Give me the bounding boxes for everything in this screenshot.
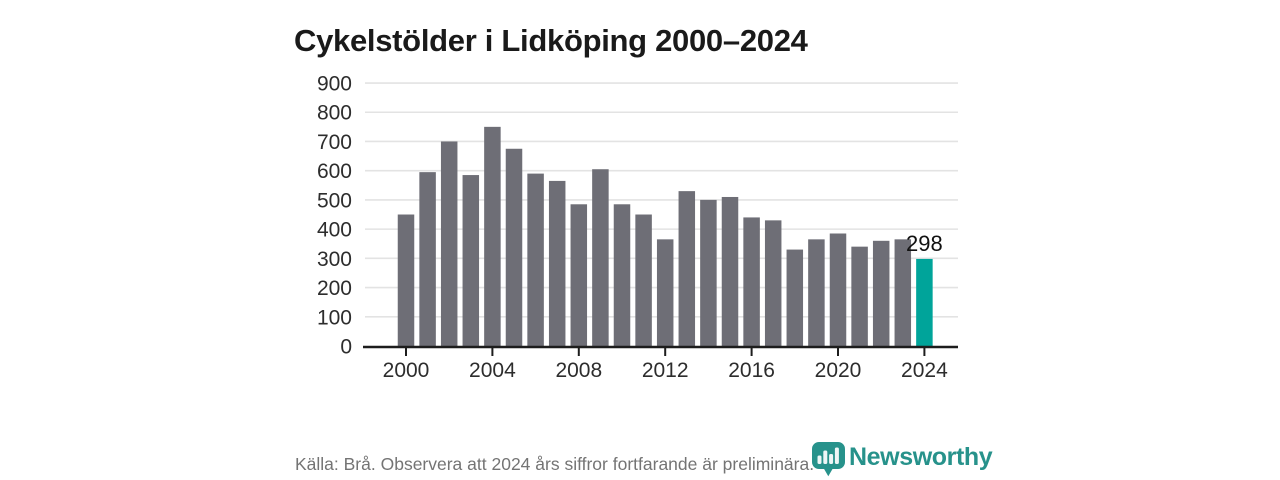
bar-2005 xyxy=(505,148,523,346)
bar-2020 xyxy=(829,233,847,346)
x-axis-label-2012: 2012 xyxy=(642,359,689,382)
y-axis-label-0: 0 xyxy=(340,336,352,359)
x-axis-label-2004: 2004 xyxy=(469,359,516,382)
bar-chart: 0 100 200 300 400 500 600 700 800 900 2000 2004 2008… xyxy=(290,70,980,395)
bar-2015 xyxy=(721,196,739,346)
bar-2021 xyxy=(851,246,868,346)
bar-2008 xyxy=(570,204,588,346)
pin-chart-bars xyxy=(817,447,839,464)
y-axis-label-500: 500 xyxy=(317,189,352,212)
bar-2017 xyxy=(764,220,782,346)
bar-2009 xyxy=(592,169,609,346)
bar-2022 xyxy=(872,240,890,346)
newsworthy-pin-bar-chart-icon xyxy=(812,442,845,477)
y-axis-label-100: 100 xyxy=(317,306,352,329)
bar-2003 xyxy=(462,175,480,346)
y-axis-label-800: 800 xyxy=(317,102,352,125)
bar-2000 xyxy=(397,214,415,346)
bar-2016 xyxy=(743,217,760,346)
x-axis-label-2024: 2024 xyxy=(901,359,948,382)
bar-2013 xyxy=(678,191,696,346)
newsworthy-wordmark: Newsworthy xyxy=(849,443,993,471)
y-axis-label-900: 900 xyxy=(317,73,352,96)
y-axis-label-700: 700 xyxy=(317,131,352,154)
bar-2010 xyxy=(613,204,631,346)
bar-2023 xyxy=(894,239,912,346)
bar-2019 xyxy=(808,239,825,346)
y-axis-label-400: 400 xyxy=(317,219,352,242)
bar-2011 xyxy=(635,214,652,346)
y-axis-label-600: 600 xyxy=(317,160,352,183)
bar-2024 xyxy=(916,258,933,346)
bar-2002 xyxy=(440,141,458,346)
x-axis-label-2000: 2000 xyxy=(383,359,430,382)
x-axis-label-2020: 2020 xyxy=(815,359,862,382)
chart-title: Cykelstölder i Lidköping 2000–2024 xyxy=(294,22,808,58)
newsworthy-logo: Newsworthy xyxy=(812,442,993,480)
x-axis-label-2008: 2008 xyxy=(555,359,602,382)
bar-chart-svg: 0 100 200 300 400 500 600 700 800 900 2000 2004 2008… xyxy=(317,73,958,382)
x-axis-label-2016: 2016 xyxy=(728,359,775,382)
bar-2001 xyxy=(419,172,436,346)
y-axis-label-300: 300 xyxy=(317,248,352,271)
highlight-value-label: 298 xyxy=(906,231,943,256)
pin-bubble-shape xyxy=(812,442,845,477)
bar-2018 xyxy=(786,249,804,346)
bar-2004 xyxy=(484,126,501,346)
bar-2006 xyxy=(527,173,544,346)
y-axis-label-200: 200 xyxy=(317,277,352,300)
source-note: Källa: Brå. Observera att 2024 års siffr… xyxy=(295,454,815,474)
bar-2012 xyxy=(656,239,674,346)
bar-2007 xyxy=(548,180,566,346)
bar-2014 xyxy=(700,199,717,346)
